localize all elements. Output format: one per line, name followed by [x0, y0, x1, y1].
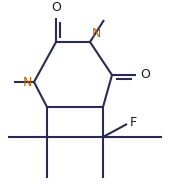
Text: N: N: [23, 75, 32, 89]
Text: O: O: [140, 68, 150, 82]
Text: N: N: [92, 27, 101, 40]
Text: F: F: [130, 115, 137, 129]
Text: O: O: [51, 1, 61, 14]
